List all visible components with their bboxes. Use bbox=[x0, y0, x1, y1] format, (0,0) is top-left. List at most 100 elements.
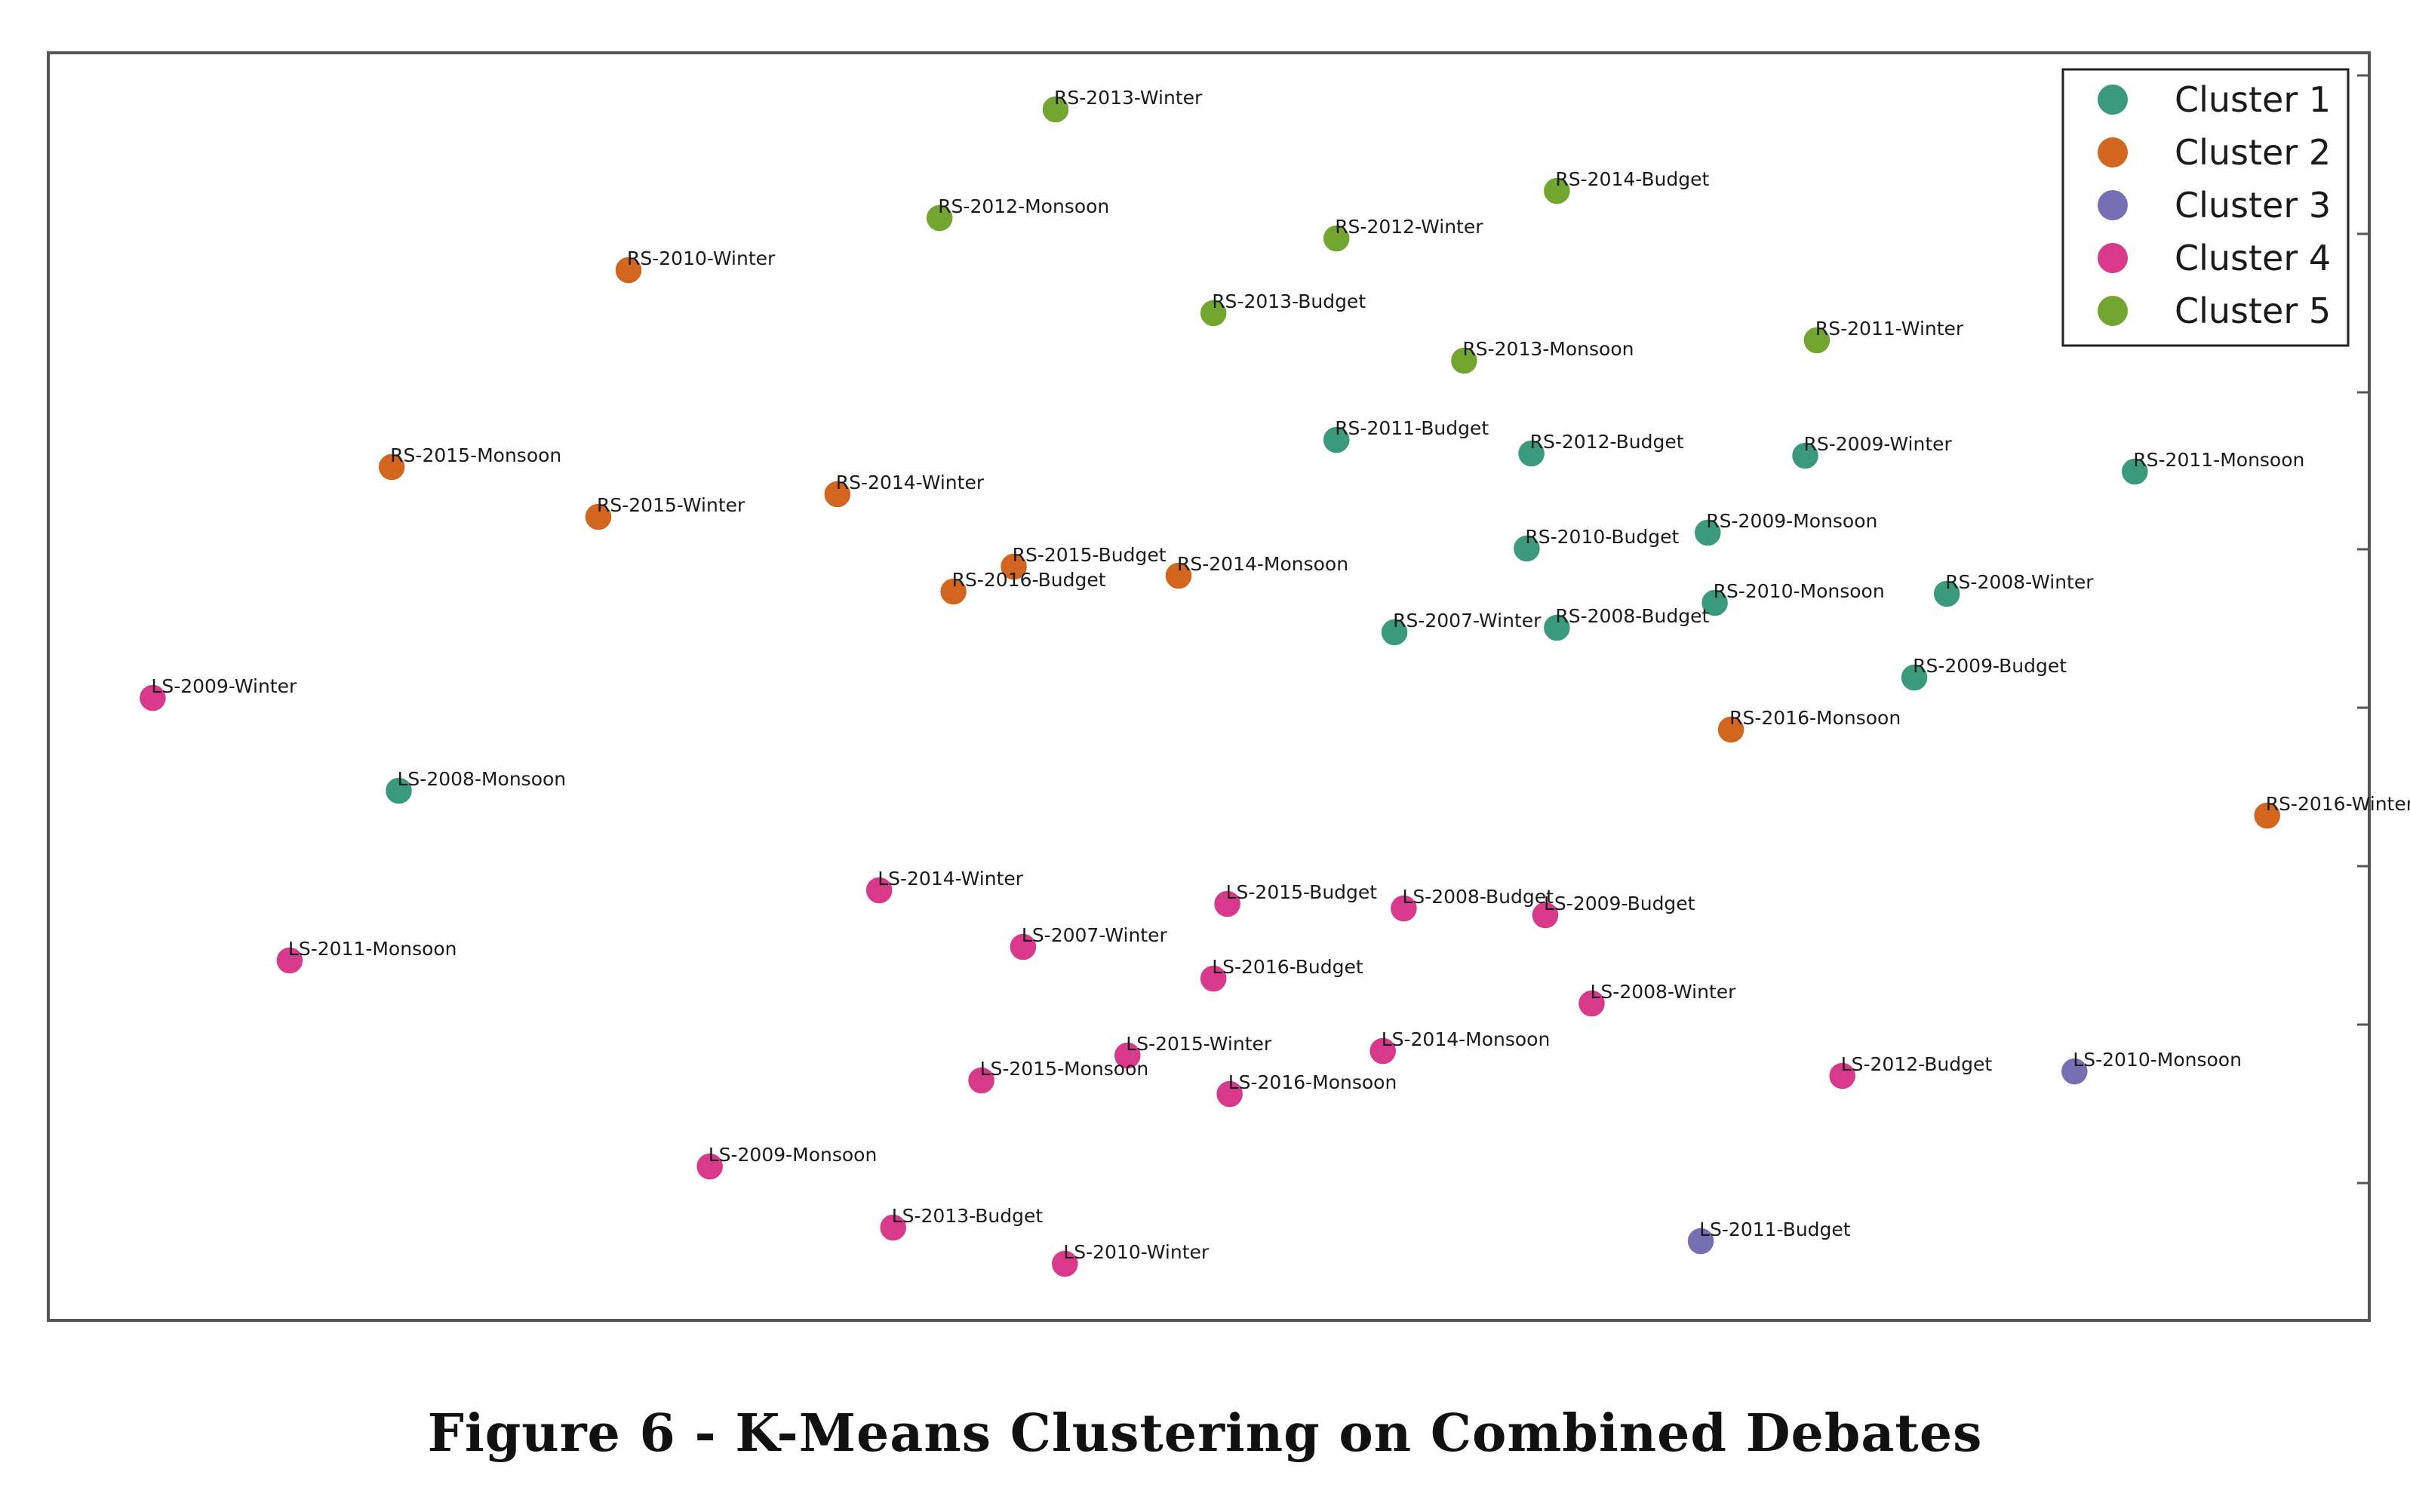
point-ls-2009-winter bbox=[138, 684, 168, 712]
point-rs-2015-budget bbox=[999, 552, 1028, 581]
point-label-ls-2010-monsoon: LS-2010-Monsoon bbox=[2073, 1049, 2242, 1071]
point-ls-2008-monsoon bbox=[384, 776, 413, 805]
point-label-rs-2010-monsoon: RS-2010-Monsoon bbox=[1714, 580, 1885, 602]
point-label-ls-2011-budget: LS-2011-Budget bbox=[1699, 1219, 1851, 1240]
point-rs-2014-monsoon bbox=[1164, 561, 1193, 590]
point-label-rs-2009-monsoon: RS-2009-Monsoon bbox=[1706, 510, 1877, 532]
figure-caption: Figure 6 - K-Means Clustering on Combine… bbox=[427, 1403, 1983, 1464]
legend-marker-cluster-2 bbox=[2098, 137, 2128, 167]
point-label-rs-2010-budget: RS-2010-Budget bbox=[1525, 526, 1679, 548]
point-ls-2011-budget bbox=[1686, 1227, 1715, 1255]
data-points bbox=[138, 95, 2282, 1278]
legend-marker-cluster-5 bbox=[2098, 296, 2128, 326]
point-rs-2007-winter bbox=[1380, 618, 1409, 647]
point-label-ls-2014-monsoon: LS-2014-Monsoon bbox=[1382, 1028, 1551, 1050]
point-rs-2011-monsoon bbox=[2120, 457, 2150, 486]
point-label-rs-2007-winter: RS-2007-Winter bbox=[1393, 610, 1542, 632]
point-ls-2011-monsoon bbox=[275, 946, 304, 975]
legend-marker-cluster-4 bbox=[2098, 243, 2128, 273]
point-label-ls-2008-winter: LS-2008-Winter bbox=[1591, 981, 1737, 1003]
point-rs-2014-budget bbox=[1542, 177, 1572, 205]
legend-label-cluster-1: Cluster 1 bbox=[2175, 79, 2331, 120]
point-label-rs-2013-budget: RS-2013-Budget bbox=[1212, 290, 1366, 312]
right-axis-ticks bbox=[2357, 74, 2369, 1185]
point-ls-2007-winter bbox=[1009, 933, 1037, 961]
point-ls-2010-monsoon bbox=[2060, 1057, 2089, 1086]
legend-label-cluster-3: Cluster 3 bbox=[2175, 185, 2331, 226]
point-rs-2012-budget bbox=[1517, 439, 1546, 468]
point-rs-2012-monsoon bbox=[925, 204, 954, 232]
point-label-rs-2011-monsoon: RS-2011-Monsoon bbox=[2133, 449, 2304, 471]
point-ls-2015-winter bbox=[1113, 1041, 1142, 1070]
point-label-rs-2014-winter: RS-2014-Winter bbox=[836, 472, 985, 493]
point-ls-2015-budget bbox=[1213, 890, 1242, 918]
point-rs-2011-budget bbox=[1322, 426, 1351, 454]
point-rs-2009-winter bbox=[1791, 441, 1820, 470]
point-rs-2013-monsoon bbox=[1449, 346, 1479, 375]
point-label-rs-2010-winter: RS-2010-Winter bbox=[627, 247, 776, 269]
point-rs-2010-monsoon bbox=[1700, 589, 1729, 617]
point-ls-2016-budget bbox=[1199, 964, 1228, 993]
point-label-ls-2007-winter: LS-2007-Winter bbox=[1022, 924, 1168, 946]
point-label-rs-2016-monsoon: RS-2016-Monsoon bbox=[1729, 707, 1901, 729]
point-rs-2016-monsoon bbox=[1717, 715, 1745, 744]
point-rs-2010-winter bbox=[614, 256, 643, 284]
point-rs-2009-budget bbox=[1900, 663, 1929, 692]
point-rs-2014-winter bbox=[823, 480, 852, 509]
point-label-rs-2009-winter: RS-2009-Winter bbox=[1804, 433, 1953, 455]
legend-label-cluster-4: Cluster 4 bbox=[2175, 238, 2331, 278]
point-label-rs-2015-monsoon: RS-2015-Monsoon bbox=[390, 444, 561, 466]
point-label-ls-2013-budget: LS-2013-Budget bbox=[892, 1205, 1044, 1227]
point-label-rs-2015-winter: RS-2015-Winter bbox=[597, 494, 745, 516]
point-label-rs-2012-monsoon: RS-2012-Monsoon bbox=[938, 195, 1109, 217]
point-label-rs-2014-budget: RS-2014-Budget bbox=[1555, 168, 1709, 190]
point-ls-2016-monsoon bbox=[1215, 1080, 1244, 1108]
point-label-ls-2011-monsoon: LS-2011-Monsoon bbox=[288, 938, 457, 960]
point-labels: RS-2011-Budget RS-2012-Budget RS-2009-Wint… bbox=[151, 87, 2410, 1263]
point-rs-2011-winter bbox=[1803, 326, 1831, 355]
point-ls-2009-budget bbox=[1531, 901, 1560, 930]
point-label-rs-2008-budget: RS-2008-Budget bbox=[1555, 605, 1709, 627]
point-label-ls-2015-winter: LS-2015-Winter bbox=[1126, 1033, 1272, 1055]
point-rs-2009-monsoon bbox=[1693, 518, 1723, 547]
point-label-ls-2010-winter: LS-2010-Winter bbox=[1063, 1241, 1210, 1263]
point-label-ls-2009-monsoon: LS-2009-Monsoon bbox=[709, 1144, 878, 1166]
point-label-ls-2008-monsoon: LS-2008-Monsoon bbox=[398, 768, 567, 790]
legend-label-cluster-5: Cluster 5 bbox=[2175, 290, 2331, 331]
point-rs-2016-budget bbox=[939, 577, 968, 606]
point-label-ls-2015-budget: LS-2015-Budget bbox=[1226, 881, 1378, 903]
point-label-ls-2008-budget: LS-2008-Budget bbox=[1402, 886, 1554, 908]
point-label-rs-2012-budget: RS-2012-Budget bbox=[1530, 431, 1684, 453]
point-label-ls-2009-budget: LS-2009-Budget bbox=[1544, 893, 1695, 914]
point-rs-2012-winter bbox=[1322, 224, 1351, 253]
point-label-rs-2011-winter: RS-2011-Winter bbox=[1815, 318, 1964, 340]
point-label-rs-2015-budget: RS-2015-Budget bbox=[1013, 544, 1167, 566]
point-ls-2015-monsoon bbox=[967, 1066, 996, 1095]
legend-marker-cluster-1 bbox=[2098, 85, 2128, 115]
point-label-rs-2013-winter: RS-2013-Winter bbox=[1054, 87, 1203, 109]
point-rs-2008-budget bbox=[1542, 613, 1572, 642]
point-label-rs-2012-winter: RS-2012-Winter bbox=[1335, 216, 1483, 238]
point-label-rs-2014-monsoon: RS-2014-Monsoon bbox=[1177, 553, 1348, 575]
point-label-rs-2013-monsoon: RS-2013-Monsoon bbox=[1462, 338, 1634, 360]
point-ls-2014-winter bbox=[865, 876, 893, 905]
point-label-ls-2015-monsoon: LS-2015-Monsoon bbox=[980, 1058, 1149, 1080]
point-ls-2012-budget bbox=[1827, 1062, 1857, 1090]
plot-frame bbox=[47, 51, 2371, 1322]
point-rs-2013-budget bbox=[1199, 299, 1228, 327]
point-ls-2009-monsoon bbox=[695, 1152, 724, 1181]
legend: Cluster 1 Cluster 2 Cluster 3 Cluster 4 Clus… bbox=[2061, 68, 2350, 347]
point-ls-2014-monsoon bbox=[1368, 1037, 1397, 1065]
point-label-ls-2016-monsoon: LS-2016-Monsoon bbox=[1228, 1071, 1397, 1093]
point-rs-2015-winter bbox=[584, 502, 613, 531]
point-ls-2008-winter bbox=[1577, 989, 1606, 1018]
point-label-ls-2016-budget: LS-2016-Budget bbox=[1212, 956, 1363, 978]
point-ls-2013-budget bbox=[878, 1213, 908, 1242]
point-label-ls-2014-winter: LS-2014-Winter bbox=[878, 868, 1024, 890]
point-label-rs-2008-winter: RS-2008-Winter bbox=[1945, 571, 2094, 593]
point-label-rs-2016-winter: RS-2016-Winter bbox=[2266, 793, 2410, 815]
point-rs-2010-budget bbox=[1512, 534, 1542, 563]
legend-label-cluster-2: Cluster 2 bbox=[2175, 132, 2331, 173]
point-rs-2015-monsoon bbox=[377, 453, 406, 481]
